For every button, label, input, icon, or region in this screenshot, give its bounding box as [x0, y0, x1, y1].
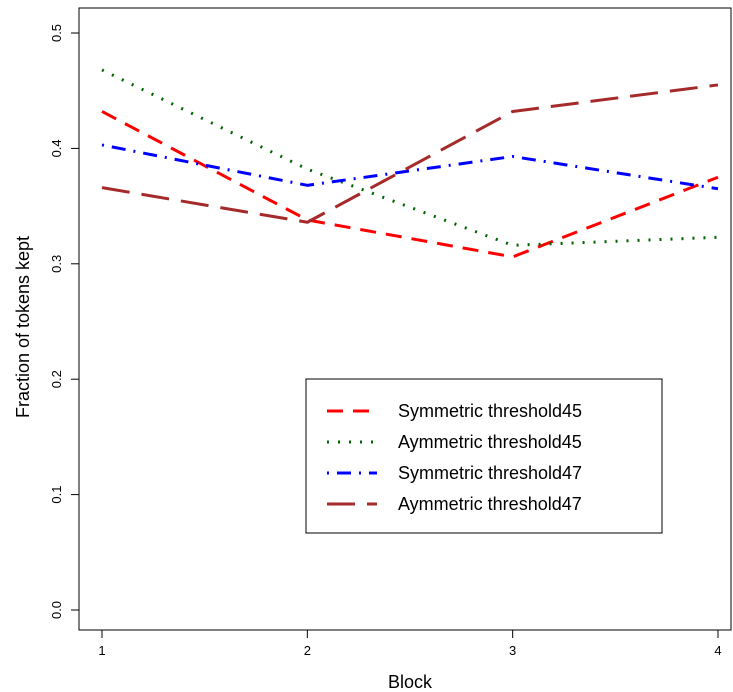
- y-axis-title: Fraction of tokens kept: [13, 236, 33, 418]
- y-tick-label: 0.2: [49, 370, 64, 388]
- legend-label: Symmetric threshold45: [398, 401, 582, 421]
- x-tick-label: 2: [304, 643, 311, 658]
- x-axis-title: Block: [388, 672, 433, 692]
- x-tick-label: 3: [509, 643, 516, 658]
- legend-box: [305, 378, 663, 534]
- legend: Symmetric threshold45 Aymmetric threshold…: [305, 378, 663, 534]
- y-tick-label: 0.1: [49, 486, 64, 504]
- y-axis: 0.0 0.1 0.2 0.3 0.4 0.5: [49, 24, 79, 619]
- series-line-4: [101, 83, 719, 224]
- plot-frame: [78, 7, 732, 631]
- series-line-2: [101, 68, 719, 247]
- legend-label: Aymmetric threshold45: [398, 432, 582, 452]
- y-tick-label: 0.3: [49, 255, 64, 273]
- legend-label: Symmetric threshold47: [398, 463, 582, 483]
- series-layer: [101, 68, 719, 259]
- x-tick-label: 4: [714, 643, 721, 658]
- legend-label: Aymmetric threshold47: [398, 494, 582, 514]
- series-line-1: [101, 110, 719, 259]
- y-tick-label: 0.5: [49, 24, 64, 42]
- y-tick-label: 0.4: [49, 139, 64, 157]
- y-tick-label: 0.0: [49, 601, 64, 619]
- x-tick-label: 1: [98, 643, 105, 658]
- x-axis: 1 2 3 4: [98, 630, 722, 658]
